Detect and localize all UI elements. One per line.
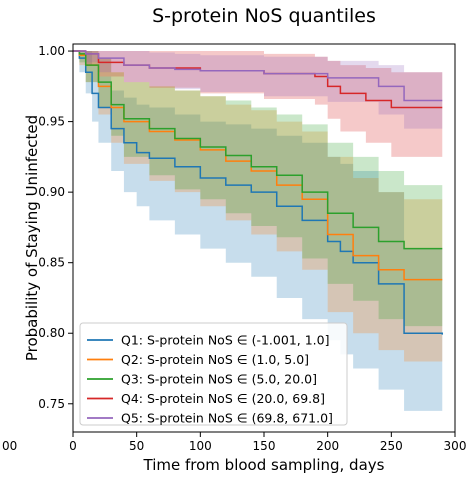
y-tick-label: 0.85 [38, 256, 65, 270]
confidence-bands [73, 51, 443, 418]
legend-label-q1: Q1: S-protein NoS ∈ (-1.001, 1.0] [121, 333, 329, 348]
y-tick-label: 0.75 [38, 397, 65, 411]
y-tick-label: 0.80 [38, 326, 65, 340]
x-tick-label: 0 [69, 439, 77, 453]
y-tick-label: 0.90 [38, 185, 65, 199]
x-axis-label: Time from blood sampling, days [143, 456, 385, 474]
x-tick-label-edge: 00 [2, 439, 17, 453]
x-tick-label: 150 [253, 439, 276, 453]
ci-band-q1 [73, 51, 443, 418]
legend-label-q5: Q5: S-protein NoS ∈ (69.8, 671.0] [121, 411, 333, 426]
legend-label-q3: Q3: S-protein NoS ∈ (5.0, 20.0] [121, 372, 317, 387]
y-tick-label: 0.95 [38, 115, 65, 129]
x-tick-label: 200 [316, 439, 339, 453]
ci-band-q3 [73, 51, 443, 327]
legend-box [79, 322, 348, 426]
survival-curves [73, 50, 444, 335]
y-tick-label: 1.00 [38, 44, 65, 58]
x-tick-label: 50 [129, 439, 144, 453]
legend: Q1: S-protein NoS ∈ (-1.001, 1.0] Q2: S-p… [79, 322, 348, 426]
survival-line-q3 [73, 50, 443, 250]
ci-band-q5 [73, 51, 443, 129]
y-axis-label: Probability of Staying Uninfected [23, 115, 41, 361]
x-tick-label: 300 [444, 439, 467, 453]
x-axis-ticks: 0 50 100 150 200 250 300 [69, 432, 466, 453]
y-axis-ticks: 0.75 0.80 0.85 0.90 0.95 1.00 [38, 44, 73, 411]
survival-line-q5 [73, 50, 443, 102]
legend-label-q4: Q4: S-protein NoS ∈ (20.0, 69.8] [121, 391, 325, 406]
legend-label-q2: Q2: S-protein NoS ∈ (1.0, 5.0] [121, 352, 309, 367]
chart-title: S-protein NoS quantiles [152, 5, 376, 27]
x-tick-label: 100 [189, 439, 212, 453]
x-tick-label: 250 [380, 439, 403, 453]
